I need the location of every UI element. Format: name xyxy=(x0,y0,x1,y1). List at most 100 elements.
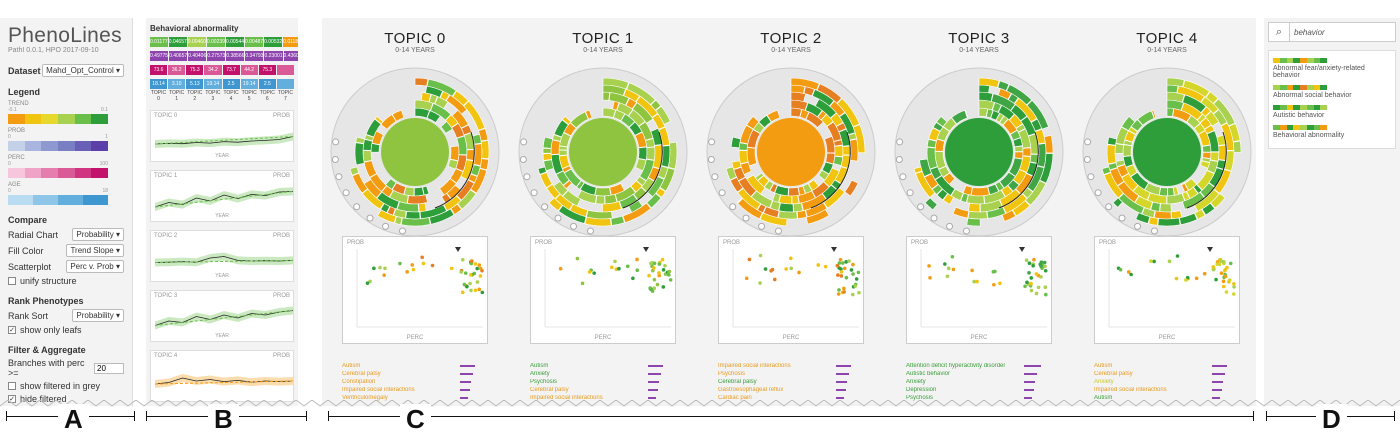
scatter-point[interactable] xyxy=(839,270,844,274)
sunburst-segment[interactable] xyxy=(1122,144,1132,157)
sunburst-segment[interactable] xyxy=(558,149,568,156)
sunburst-segment[interactable] xyxy=(414,186,425,197)
sunburst-segment[interactable] xyxy=(426,78,457,97)
topic-scatterplot[interactable]: PROB PERC xyxy=(530,236,676,344)
scatter-point[interactable] xyxy=(1039,275,1043,279)
sunburst-segment[interactable] xyxy=(1158,187,1168,197)
scatter-point[interactable] xyxy=(460,257,465,262)
sunburst-segment[interactable] xyxy=(1201,202,1216,216)
scatter-point[interactable] xyxy=(410,263,415,267)
sunburst-center[interactable] xyxy=(945,118,1013,186)
scatter-point[interactable] xyxy=(475,266,480,271)
scatter-point[interactable] xyxy=(420,255,424,260)
scatter-point[interactable] xyxy=(851,262,855,267)
scatter-point[interactable] xyxy=(473,288,478,293)
scatter-point[interactable] xyxy=(459,270,463,274)
topic-scatterplot[interactable]: PROB PERC xyxy=(906,236,1052,344)
phenotype-row[interactable]: Anxiety xyxy=(530,370,676,378)
sunburst-segment[interactable] xyxy=(451,109,469,129)
matrix-cell[interactable]: 0.34793 xyxy=(245,51,264,61)
phenotype-row[interactable]: Anxiety xyxy=(906,378,1052,386)
scatter-point[interactable] xyxy=(1223,274,1228,279)
sunburst-segment[interactable] xyxy=(978,107,988,118)
sunburst-segment[interactable] xyxy=(778,202,794,213)
scatter-point[interactable] xyxy=(1211,267,1216,272)
scatter-point[interactable] xyxy=(1043,268,1048,273)
matrix-topic-label[interactable]: TOPIC 6 xyxy=(259,90,275,102)
scatter-point[interactable] xyxy=(480,290,485,295)
sunburst-segment[interactable] xyxy=(942,193,955,205)
sunburst-segment[interactable] xyxy=(473,143,483,167)
show-leafs-checkbox[interactable]: ✓ xyxy=(8,326,16,334)
sunburst-segment[interactable] xyxy=(602,107,616,118)
sunburst-segment[interactable] xyxy=(365,118,382,138)
matrix-cell[interactable]: 2.5 xyxy=(258,79,276,89)
sunburst-segment[interactable] xyxy=(594,187,612,197)
phenotype-row[interactable]: Cardiac pain xyxy=(718,394,864,402)
scatter-point[interactable] xyxy=(857,290,861,295)
scatter-point[interactable] xyxy=(1194,276,1199,281)
scatter-point[interactable] xyxy=(836,273,840,277)
topic-scatterplot[interactable]: PROB PERC xyxy=(1094,236,1240,344)
sunburst-center[interactable] xyxy=(381,118,449,186)
scatter-point[interactable] xyxy=(1228,261,1233,266)
sunburst-segment[interactable] xyxy=(1118,193,1145,215)
age-marker[interactable] xyxy=(382,222,390,230)
topic-sunburst[interactable] xyxy=(329,66,501,238)
matrix-topic-label[interactable]: TOPIC 5 xyxy=(241,90,257,102)
matrix-cell[interactable]: 0.40406 xyxy=(188,51,207,61)
sunburst-segment[interactable] xyxy=(915,171,936,198)
sunburst-segment[interactable] xyxy=(778,194,792,205)
topic-scatterplot[interactable]: PROB PERC xyxy=(342,236,488,344)
sunburst-segment[interactable] xyxy=(418,202,427,213)
scatter-point[interactable] xyxy=(650,289,655,293)
sunburst-segment[interactable] xyxy=(725,166,737,181)
sunburst-segment[interactable] xyxy=(667,141,678,170)
scatter-point[interactable] xyxy=(661,285,666,289)
scatter-point[interactable] xyxy=(657,271,661,275)
sunburst-segment[interactable] xyxy=(788,186,800,197)
sunburst-segment[interactable] xyxy=(595,195,605,205)
unify-structure-checkbox[interactable] xyxy=(8,277,16,285)
scatter-point[interactable] xyxy=(575,256,580,261)
sunburst-segment[interactable] xyxy=(658,126,670,146)
sunburst-segment[interactable] xyxy=(1043,134,1054,154)
sunburst-segment[interactable] xyxy=(626,82,656,106)
phenotype-row[interactable]: Constipation xyxy=(342,378,488,386)
scatter-point[interactable] xyxy=(847,259,851,263)
scatter-point[interactable] xyxy=(613,259,617,264)
sunburst-segment[interactable] xyxy=(577,189,597,204)
sunburst-segment[interactable] xyxy=(978,77,1000,88)
sunburst-segment[interactable] xyxy=(650,99,662,111)
sunburst-segment[interactable] xyxy=(602,201,622,213)
sunburst-segment[interactable] xyxy=(479,158,489,171)
scatter-point[interactable] xyxy=(463,271,468,275)
scatter-point[interactable] xyxy=(378,265,382,270)
sunburst-segment[interactable] xyxy=(1106,144,1117,165)
matrix-cell[interactable]: 0.00532 xyxy=(264,37,283,47)
sunburst-segment[interactable] xyxy=(1202,144,1212,153)
sunburst-segment[interactable] xyxy=(1213,98,1236,127)
phenotype-row[interactable]: Autism xyxy=(1094,394,1240,402)
scatter-point[interactable] xyxy=(465,284,469,289)
matrix-cell[interactable] xyxy=(276,65,294,75)
phenotype-row[interactable]: Depression xyxy=(906,386,1052,394)
sunburst-segment[interactable] xyxy=(1121,115,1136,131)
scatter-point[interactable] xyxy=(943,262,947,266)
sunburst-segment[interactable] xyxy=(730,136,741,148)
sunburst-segment[interactable] xyxy=(1025,180,1047,206)
scatter-point[interactable] xyxy=(421,261,426,266)
sunburst-segment[interactable] xyxy=(480,140,490,159)
matrix-cell[interactable]: 75.3 xyxy=(258,65,276,75)
scatter-point[interactable] xyxy=(1231,292,1236,296)
age-marker[interactable] xyxy=(1083,155,1091,163)
scatter-point[interactable] xyxy=(1043,264,1047,269)
matrix-cell[interactable]: 0.00239 xyxy=(206,37,225,47)
scatter-point[interactable] xyxy=(1027,261,1032,266)
sunburst-segment[interactable] xyxy=(966,217,981,227)
sunburst-segment[interactable] xyxy=(844,179,859,197)
scatter-point[interactable] xyxy=(851,272,855,276)
scatter-point[interactable] xyxy=(770,267,775,272)
sunburst-segment[interactable] xyxy=(805,209,830,225)
sunburst-segment[interactable] xyxy=(936,188,949,201)
